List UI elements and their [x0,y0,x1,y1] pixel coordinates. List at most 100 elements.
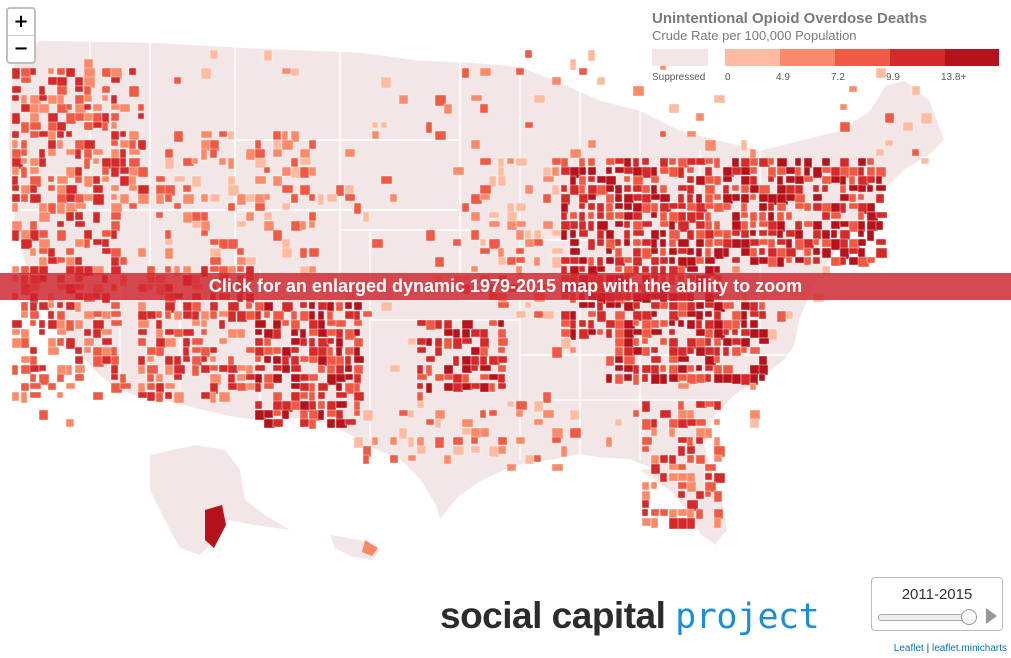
county-cell[interactable] [219,131,227,137]
county-cell[interactable] [687,203,697,211]
county-cell[interactable] [111,356,119,365]
county-cell[interactable] [516,401,527,410]
county-cell[interactable] [561,167,571,175]
county-cell[interactable] [363,410,373,421]
county-cell[interactable] [426,383,432,393]
county-cell[interactable] [705,239,713,247]
county-cell[interactable] [210,248,221,257]
county-cell[interactable] [858,239,866,246]
county-cell[interactable] [345,311,355,319]
county-cell[interactable] [876,194,884,203]
county-cell[interactable] [255,203,265,211]
county-cell[interactable] [588,203,595,210]
county-cell[interactable] [75,203,86,209]
county-cell[interactable] [318,392,325,399]
county-cell[interactable] [633,176,643,186]
county-cell[interactable] [255,383,261,392]
county-cell[interactable] [21,167,27,178]
county-cell[interactable] [300,311,309,321]
county-cell[interactable] [678,383,689,389]
county-cell[interactable] [138,311,148,321]
county-cell[interactable] [84,347,91,353]
county-cell[interactable] [300,248,307,258]
county-cell[interactable] [300,302,307,308]
county-cell[interactable] [480,68,491,76]
county-cell[interactable] [786,248,796,257]
county-cell[interactable] [858,194,864,200]
county-cell[interactable] [102,86,110,93]
county-cell[interactable] [507,158,514,164]
county-cell[interactable] [444,365,453,375]
county-cell[interactable] [471,347,480,355]
county-cell[interactable] [849,203,859,209]
county-cell[interactable] [120,176,130,186]
county-cell[interactable] [660,320,668,327]
county-cell[interactable] [642,482,649,490]
county-cell[interactable] [903,122,913,131]
county-cell[interactable] [237,194,246,205]
county-cell[interactable] [138,104,144,111]
county-cell[interactable] [705,185,715,195]
county-cell[interactable] [345,419,356,425]
county-cell[interactable] [21,68,31,77]
county-cell[interactable] [174,176,185,182]
county-cell[interactable] [534,401,543,412]
county-cell[interactable] [687,266,698,272]
county-cell[interactable] [804,239,814,249]
county-cell[interactable] [138,365,145,374]
county-cell[interactable] [57,311,65,321]
county-cell[interactable] [813,230,821,239]
county-cell[interactable] [849,86,857,92]
county-cell[interactable] [669,473,678,481]
county-cell[interactable] [165,248,173,259]
county-cell[interactable] [111,257,119,267]
county-cell[interactable] [570,176,576,186]
county-cell[interactable] [651,482,657,489]
county-cell[interactable] [588,329,596,335]
county-cell[interactable] [831,221,840,229]
county-cell[interactable] [57,374,64,382]
county-cell[interactable] [399,95,408,104]
county-cell[interactable] [741,140,747,151]
county-cell[interactable] [282,131,288,141]
county-cell[interactable] [480,248,490,254]
county-cell[interactable] [30,158,39,166]
county-cell[interactable] [309,320,318,330]
county-cell[interactable] [714,356,720,363]
county-cell[interactable] [588,158,595,166]
county-cell[interactable] [435,437,444,448]
county-cell[interactable] [444,329,453,336]
county-cell[interactable] [183,194,194,204]
county-cell[interactable] [534,239,543,246]
county-cell[interactable] [615,302,621,308]
county-cell[interactable] [309,419,316,429]
county-cell[interactable] [111,311,121,317]
county-cell[interactable] [201,320,207,327]
county-cell[interactable] [210,257,221,265]
county-cell[interactable] [705,365,713,371]
county-cell[interactable] [777,176,783,185]
county-cell[interactable] [102,95,108,101]
county-cell[interactable] [615,239,621,246]
county-cell[interactable] [714,320,724,330]
county-cell[interactable] [48,185,55,191]
county-cell[interactable] [336,185,344,196]
county-cell[interactable] [48,95,57,104]
county-cell[interactable] [273,320,281,330]
county-cell[interactable] [327,302,334,312]
county-cell[interactable] [30,347,37,354]
county-cell[interactable] [579,68,587,75]
county-cell[interactable] [318,401,325,409]
county-cell[interactable] [291,158,298,167]
county-cell[interactable] [759,374,765,381]
county-cell[interactable] [435,257,444,267]
county-cell[interactable] [714,491,722,502]
county-cell[interactable] [624,230,630,240]
county-cell[interactable] [354,365,363,374]
county-cell[interactable] [210,149,217,158]
county-cell[interactable] [336,374,346,382]
county-cell[interactable] [30,185,37,193]
county-cell[interactable] [669,239,676,247]
county-cell[interactable] [480,239,486,246]
county-cell[interactable] [858,167,864,176]
